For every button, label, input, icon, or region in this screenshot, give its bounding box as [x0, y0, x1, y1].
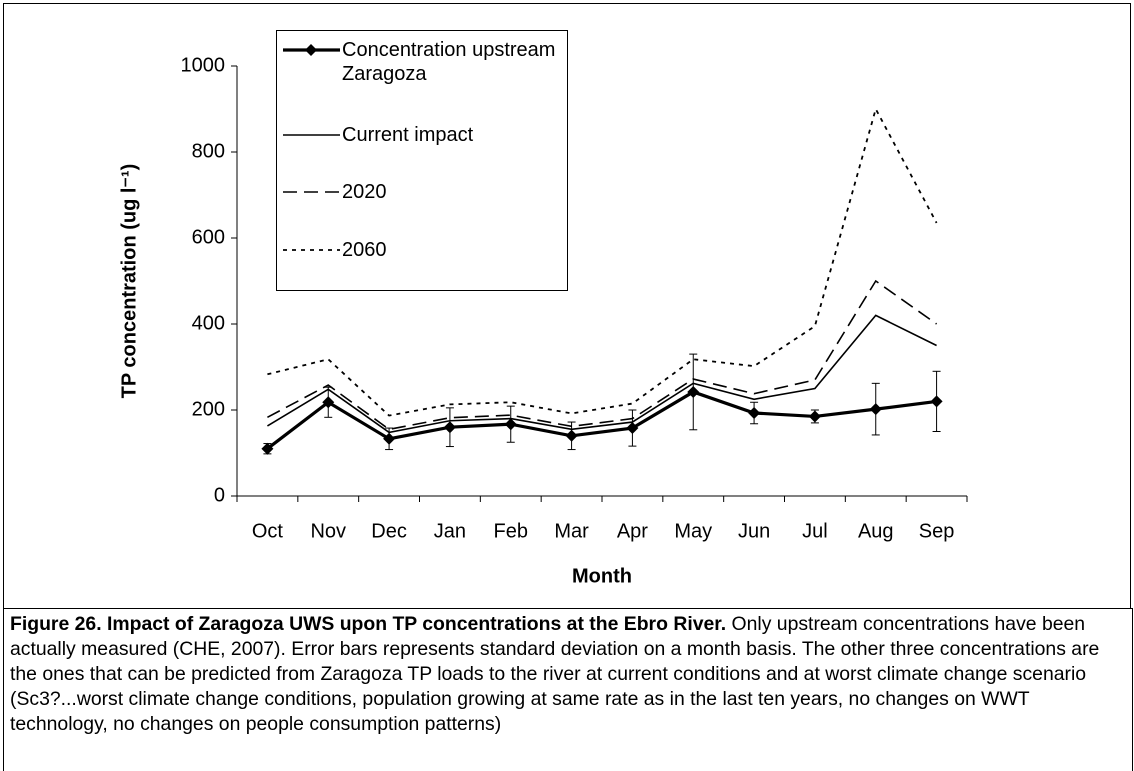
series-line: [267, 279, 938, 431]
x-tick-label: Feb: [494, 520, 528, 542]
marker: [383, 432, 396, 445]
marker: [443, 421, 456, 434]
caption-title: Figure 26. Impact of Zaragoza UWS upon T…: [10, 613, 727, 635]
marker: [687, 385, 700, 398]
legend-label: 2060: [342, 239, 387, 261]
legend-box: [276, 30, 568, 291]
series-line: [267, 106, 938, 417]
x-tick-label: Aug: [858, 520, 894, 542]
y-tick-label: 800: [192, 140, 225, 162]
x-tick-label: May: [674, 520, 712, 542]
x-tick-label: Nov: [310, 520, 346, 542]
marker: [869, 403, 882, 416]
series-line: [267, 314, 937, 434]
marker: [322, 396, 335, 409]
marker: [626, 422, 639, 435]
marker: [808, 410, 821, 423]
x-tick-label: Oct: [252, 520, 284, 542]
y-tick-label: 600: [192, 226, 225, 248]
marker: [748, 407, 761, 420]
legend-label: Current impact: [342, 124, 474, 146]
caption-text: Only upstream concentrations have been a…: [10, 613, 1100, 735]
x-axis-title: Month: [572, 565, 632, 587]
caption: Figure 26. Impact of Zaragoza UWS upon T…: [3, 608, 1133, 771]
marker: [930, 395, 943, 408]
x-tick-label: Jan: [434, 520, 466, 542]
x-tick-label: Sep: [919, 520, 955, 542]
legend-marker: [305, 44, 317, 56]
marker: [504, 418, 517, 431]
x-tick-label: Jul: [802, 520, 828, 542]
x-tick-label: Jun: [738, 520, 770, 542]
x-tick-label: Apr: [617, 520, 648, 542]
marker: [565, 429, 578, 442]
legend-label: Concentration upstream Zaragoza: [342, 39, 556, 85]
series-line: [266, 390, 937, 450]
y-tick-label: 400: [192, 312, 225, 334]
y-tick-label: 1000: [181, 54, 226, 76]
y-tick-label: 0: [214, 484, 225, 506]
legend-label: 2020: [342, 181, 387, 203]
y-axis-title: TP concentration (ug l⁻¹): [118, 164, 140, 399]
marker: [261, 442, 274, 455]
y-tick-label: 200: [192, 398, 225, 420]
x-tick-label: Mar: [554, 520, 589, 542]
x-tick-label: Dec: [371, 520, 407, 542]
